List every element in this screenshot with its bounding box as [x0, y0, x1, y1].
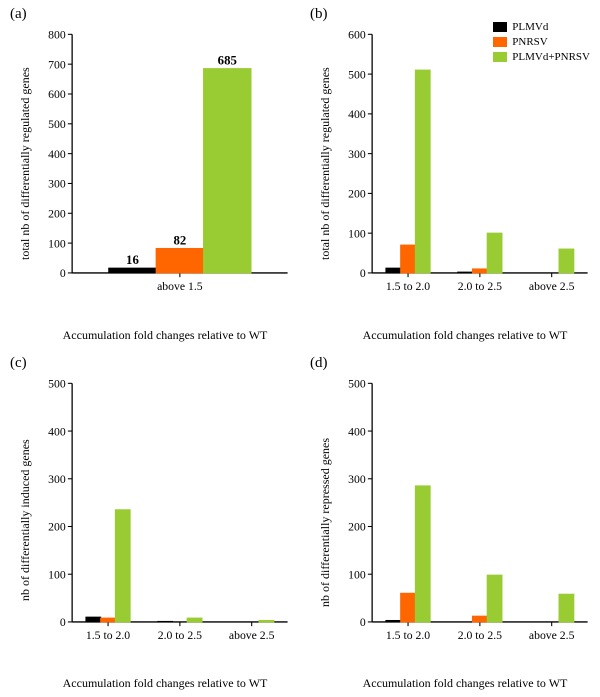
- svg-text:200: 200: [348, 188, 366, 201]
- svg-text:600: 600: [348, 29, 366, 42]
- panel-d-label: (d): [310, 355, 328, 372]
- svg-text:1.5 to 2.0: 1.5 to 2.0: [386, 628, 430, 641]
- svg-text:400: 400: [348, 425, 366, 438]
- svg-text:800: 800: [48, 29, 66, 42]
- svg-text:200: 200: [48, 520, 66, 533]
- panel-d-svg: 0 100 200 300 400 500 1.5 to 2.0 2.0 to 2.5 abov…: [338, 377, 594, 652]
- figure-grid: (a) total nb of differentially regulated…: [0, 0, 600, 697]
- svg-text:400: 400: [348, 108, 366, 121]
- panel-d-xlabel: Accumulation fold changes relative to WT: [300, 676, 600, 691]
- svg-text:685: 685: [218, 53, 237, 67]
- svg-text:1.5 to 2.0: 1.5 to 2.0: [386, 280, 430, 293]
- svg-text:500: 500: [48, 118, 66, 131]
- panel-c-ylabel: nb of differentially induced genes: [18, 439, 33, 601]
- svg-text:200: 200: [48, 208, 66, 221]
- svg-text:500: 500: [348, 68, 366, 81]
- panel-c-chart: 0 100 200 300 400 500 1.5 to 2.0 2.0 to 2.5 abov…: [38, 377, 294, 652]
- svg-text:300: 300: [348, 148, 366, 161]
- panel-b-ylabel: total nb of differentially regulated gen…: [318, 67, 333, 260]
- svg-text:above 1.5: above 1.5: [157, 280, 203, 293]
- svg-text:2.0 to 2.5: 2.0 to 2.5: [458, 280, 502, 293]
- svg-text:100: 100: [48, 568, 66, 581]
- svg-text:above 2.5: above 2.5: [229, 628, 275, 641]
- panel-c-label: (c): [10, 355, 27, 372]
- panel-b-label: (b): [310, 6, 328, 23]
- svg-text:300: 300: [48, 473, 66, 486]
- svg-text:300: 300: [348, 473, 366, 486]
- panel-a-svg: 0 100 200 300 400 500 600 700 800 above 1.5 16 82 68…: [38, 28, 294, 303]
- panel-a-chart: 0 100 200 300 400 500 600 700 800 above 1.5 16 82 68…: [38, 28, 294, 303]
- svg-text:0: 0: [60, 616, 66, 629]
- panel-d: (d) nb of differentially repressed genes…: [300, 349, 600, 697]
- panel-a: (a) total nb of differentially regulated…: [0, 0, 300, 349]
- svg-text:above 2.5: above 2.5: [529, 628, 575, 641]
- panel-b-xlabel: Accumulation fold changes relative to WT: [300, 328, 600, 343]
- svg-text:400: 400: [48, 148, 66, 161]
- svg-text:0: 0: [360, 616, 366, 629]
- panel-a-ylabel: total nb of differentially regulated gen…: [18, 67, 33, 260]
- svg-text:100: 100: [348, 227, 366, 240]
- svg-text:0: 0: [360, 267, 366, 280]
- panel-b-chart: 0 100 200 300 400 500 600 1.5 to 2.0 2.0 to 2.5 a…: [338, 28, 594, 303]
- svg-text:82: 82: [173, 233, 186, 247]
- svg-text:1.5 to 2.0: 1.5 to 2.0: [86, 628, 130, 641]
- panel-a-xlabel: Accumulation fold changes relative to WT: [0, 328, 300, 343]
- svg-text:100: 100: [348, 568, 366, 581]
- svg-text:300: 300: [48, 178, 66, 191]
- svg-text:above 2.5: above 2.5: [529, 280, 575, 293]
- svg-text:16: 16: [126, 253, 139, 267]
- svg-text:100: 100: [48, 237, 66, 250]
- svg-text:500: 500: [48, 377, 66, 390]
- panel-d-ylabel: nb of differentially repressed genes: [318, 437, 333, 606]
- panel-d-chart: 0 100 200 300 400 500 1.5 to 2.0 2.0 to 2.5 abov…: [338, 377, 594, 652]
- svg-text:0: 0: [60, 267, 66, 280]
- svg-text:400: 400: [48, 425, 66, 438]
- panel-c-svg: 0 100 200 300 400 500 1.5 to 2.0 2.0 to 2.5 abov…: [38, 377, 294, 652]
- svg-text:2.0 to 2.5: 2.0 to 2.5: [458, 628, 502, 641]
- svg-text:500: 500: [348, 377, 366, 390]
- panel-b: (b) PLMVd PNRSV PLMVd+PNRSV total nb of …: [300, 0, 600, 349]
- svg-text:2.0 to 2.5: 2.0 to 2.5: [158, 628, 202, 641]
- svg-text:200: 200: [348, 520, 366, 533]
- panel-c: (c) nb of differentially induced genes 0…: [0, 349, 300, 697]
- svg-text:600: 600: [48, 88, 66, 101]
- panel-c-xlabel: Accumulation fold changes relative to WT: [0, 676, 300, 691]
- panel-b-svg: 0 100 200 300 400 500 600 1.5 to 2.0 2.0 to 2.5 a…: [338, 28, 594, 303]
- svg-text:700: 700: [48, 58, 66, 71]
- panel-a-label: (a): [10, 6, 27, 23]
